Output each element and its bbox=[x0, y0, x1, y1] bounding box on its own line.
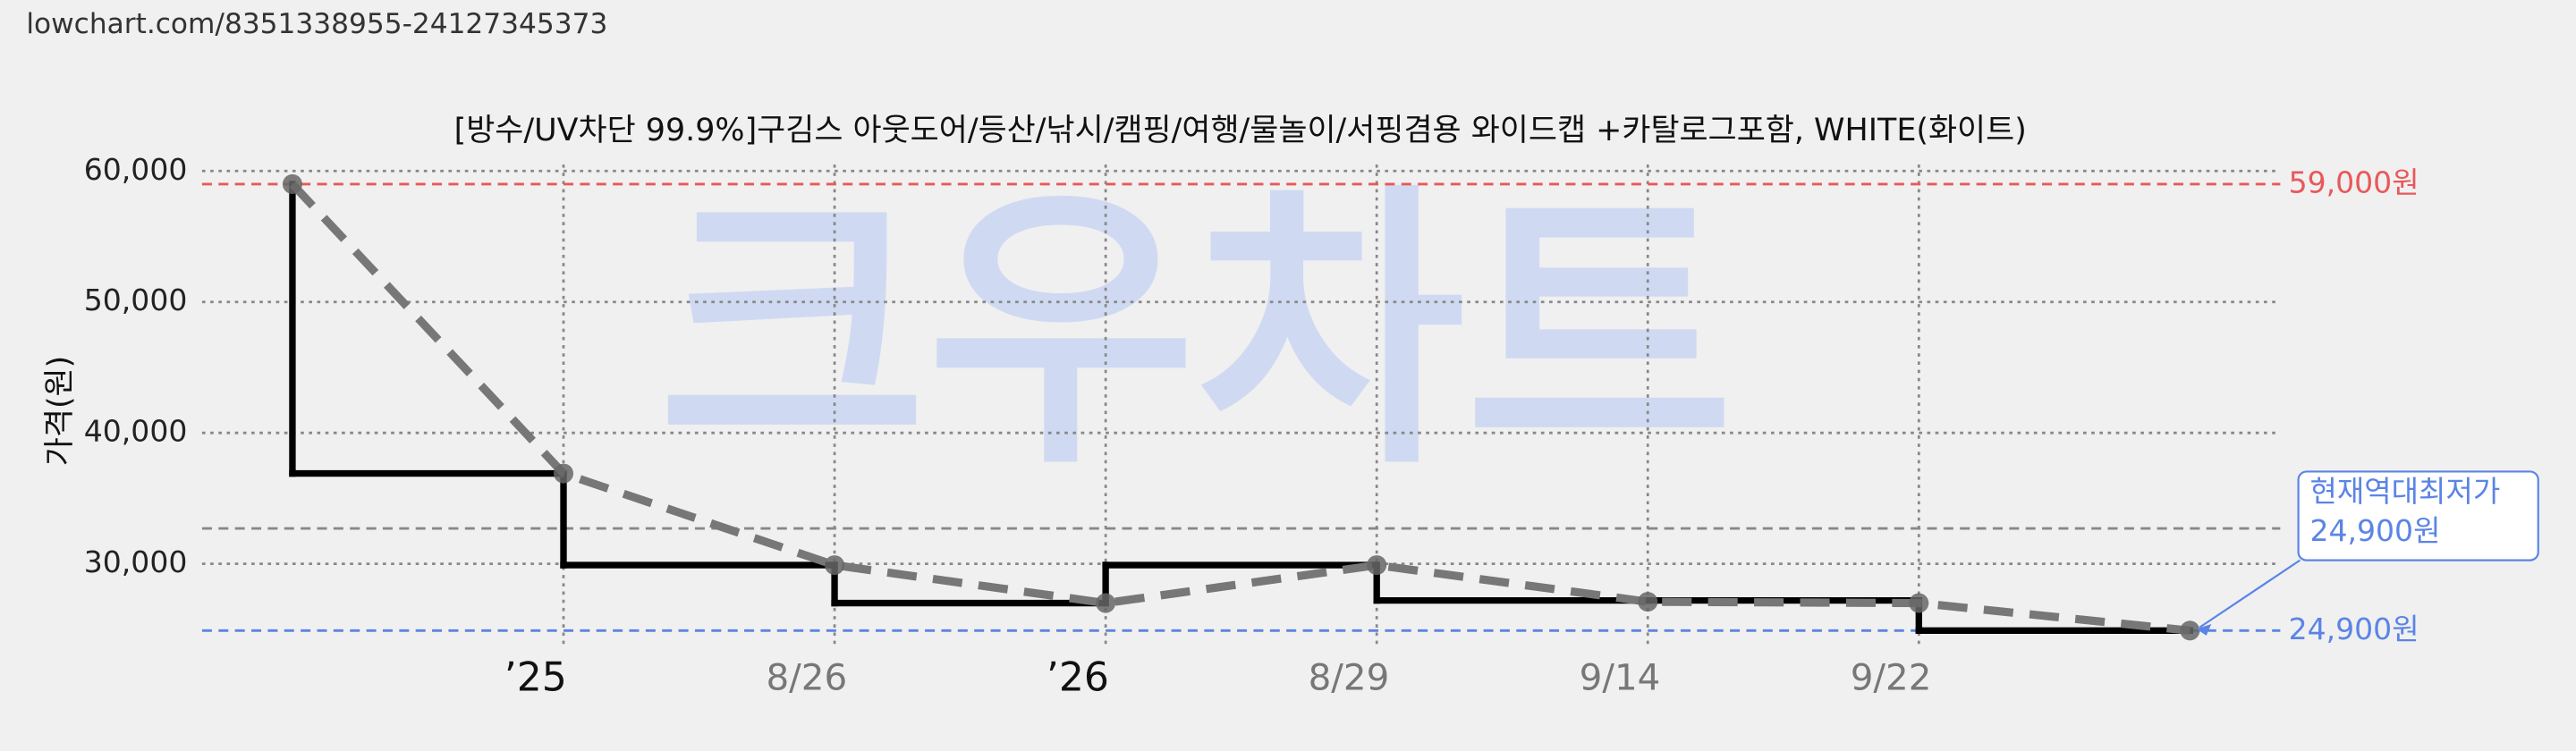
price-point bbox=[2180, 620, 2200, 641]
url: lowchart.com/8351338955-24127345373 bbox=[26, 8, 607, 40]
price-point bbox=[282, 173, 302, 194]
y-axis-label: 가격(원) bbox=[42, 356, 78, 466]
price-point bbox=[1096, 593, 1116, 613]
price-point bbox=[1909, 593, 1929, 613]
price-point bbox=[553, 463, 574, 484]
x-tick-label: 8/29 bbox=[1309, 656, 1390, 699]
y-tick-label: 50,000 bbox=[84, 283, 188, 317]
x-tick-label: ’25 bbox=[504, 655, 567, 701]
annotation-text: 24,900원 bbox=[2309, 513, 2440, 548]
annotation-arrowhead bbox=[2196, 623, 2212, 636]
y-tick-label: 30,000 bbox=[84, 544, 188, 579]
annotation-arrow bbox=[2199, 559, 2301, 629]
price-trend-line bbox=[289, 181, 2190, 635]
chart-title: [방수/UV차단 99.9%]구김스 아웃도어/등산/낚시/캠핑/여행/물놀이/… bbox=[454, 113, 2027, 148]
price-point bbox=[825, 555, 845, 576]
y-tick-label: 40,000 bbox=[84, 414, 188, 449]
reference-label: 24,900원 bbox=[2289, 612, 2419, 646]
x-tick-label: 9/14 bbox=[1580, 656, 1661, 699]
watermark: 크우차트 bbox=[658, 160, 1734, 504]
x-tick-label: 8/26 bbox=[766, 656, 847, 699]
y-tick-label: 60,000 bbox=[84, 152, 188, 187]
reference-label: 59,000원 bbox=[2289, 165, 2419, 199]
x-tick-label: ’26 bbox=[1046, 655, 1109, 701]
price-point bbox=[1638, 592, 1658, 612]
annotation-text: 현재역대최저가 bbox=[2309, 474, 2500, 509]
annotation-box bbox=[2297, 470, 2539, 561]
x-tick-label: 9/22 bbox=[1851, 656, 1932, 699]
price-point bbox=[1367, 555, 1387, 576]
